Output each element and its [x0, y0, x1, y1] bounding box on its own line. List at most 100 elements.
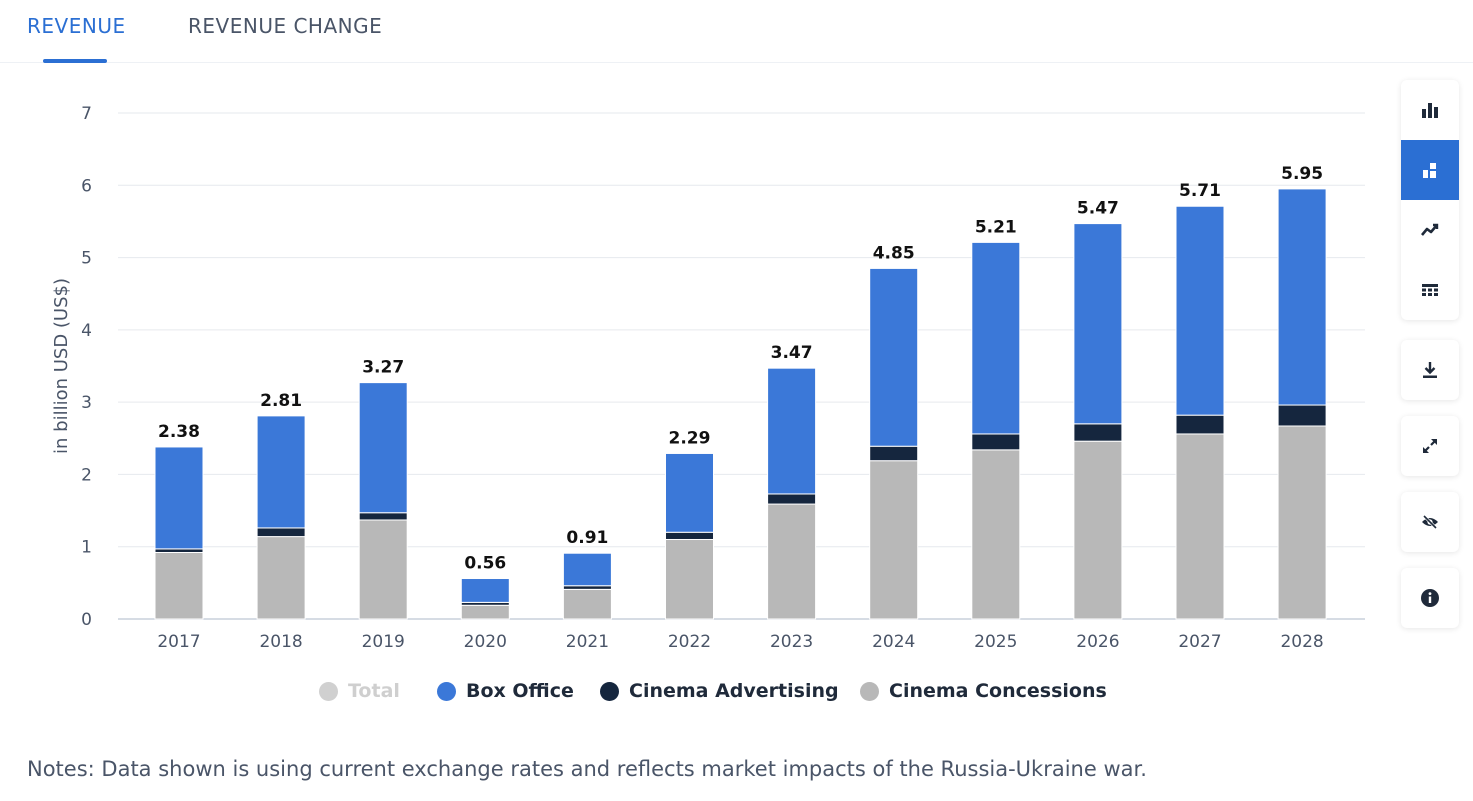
bar-cinema-concessions [154, 551, 204, 620]
bar-cinema-concessions [358, 519, 408, 620]
legend-dot [437, 681, 456, 701]
stacked-bar-chart: 0 1 2 3 4 5 6 7 in billion USD (US$) 2.38 2017 2.81… [51, 104, 1365, 652]
info-group [1401, 568, 1459, 628]
bar-box-office [971, 241, 1021, 435]
info-button[interactable] [1401, 568, 1459, 628]
x-tick-label: 2022 [668, 632, 711, 652]
table-view-button[interactable] [1401, 260, 1459, 320]
y-tick-label: 5 [81, 249, 92, 269]
fullscreen-icon [1423, 439, 1437, 453]
bar-box-office [767, 367, 817, 495]
download-icon [1423, 362, 1437, 378]
total-data-label: 2.29 [669, 428, 711, 448]
download-button[interactable] [1401, 340, 1459, 400]
bar-box-office [562, 552, 612, 587]
total-data-label: 0.56 [464, 554, 506, 574]
bar-chart-button[interactable] [1401, 80, 1459, 140]
legend-label: Cinema Concessions [889, 680, 1107, 702]
bar-cinema-concessions [460, 604, 510, 620]
bar-cinema-concessions [869, 460, 919, 620]
stacked-bar-icon [1423, 163, 1436, 178]
x-tick-label: 2023 [770, 632, 813, 652]
x-tick-label: 2026 [1076, 632, 1119, 652]
bar-cinema-concessions [1277, 425, 1327, 620]
bar-cinema-advertising [256, 527, 306, 538]
legend-item-total[interactable]: Total [319, 680, 400, 702]
x-tick-label: 2027 [1178, 632, 1221, 652]
tab-revenue-change[interactable]: REVENUE CHANGE [188, 14, 383, 38]
bar-cinema-concessions [562, 588, 612, 620]
bar-box-office [358, 382, 408, 514]
y-tick-label: 6 [81, 176, 92, 196]
legend-dot [319, 681, 338, 701]
bar-cinema-advertising [665, 531, 714, 540]
y-tick-label: 2 [81, 465, 92, 485]
line-chart-button[interactable] [1401, 200, 1459, 260]
bar-cinema-concessions [767, 503, 817, 620]
bar-chart-icon [1422, 103, 1438, 118]
legend-item-cinema-concessions[interactable]: Cinema Concessions [860, 680, 1107, 702]
bar-cinema-advertising [1073, 423, 1123, 442]
total-data-label: 2.81 [260, 391, 302, 411]
bar-cinema-advertising [358, 512, 408, 521]
legend-item-box-office[interactable]: Box Office [437, 680, 574, 702]
total-data-label: 5.21 [975, 217, 1017, 237]
x-tick-label: 2018 [259, 632, 302, 652]
bar-cinema-concessions [1073, 440, 1123, 620]
bar-cinema-advertising [154, 548, 204, 553]
fullscreen-button[interactable] [1401, 416, 1459, 476]
bar-box-office [1073, 223, 1123, 425]
total-data-label: 4.85 [873, 243, 915, 263]
bar-box-office [665, 452, 714, 533]
line-chart-icon [1421, 223, 1439, 236]
y-tick-label: 0 [81, 610, 92, 630]
tab-revenue[interactable]: REVENUE [27, 14, 126, 38]
bar-box-office [1175, 205, 1225, 416]
legend-label: Cinema Advertising [629, 680, 839, 702]
legend-dot [860, 681, 879, 701]
x-tick-label: 2024 [872, 632, 915, 652]
bar-cinema-concessions [665, 538, 714, 620]
bar-box-office [460, 578, 510, 603]
total-data-label: 5.95 [1281, 164, 1323, 184]
bar-box-office [1277, 188, 1327, 406]
download-group [1401, 340, 1459, 400]
x-tick-label: 2020 [464, 632, 507, 652]
bar-cinema-concessions [971, 449, 1021, 620]
bar-box-office [256, 415, 306, 529]
bar-cinema-advertising [869, 445, 919, 462]
bar-cinema-concessions [1175, 433, 1225, 620]
hide-group [1401, 492, 1459, 552]
total-data-label: 0.91 [566, 528, 608, 548]
chart-type-toolbar [1401, 80, 1459, 320]
info-icon [1421, 589, 1439, 607]
y-tick-label: 4 [81, 321, 92, 341]
y-axis-title: in billion USD (US$) [51, 278, 72, 454]
y-tick-label: 3 [81, 393, 92, 413]
bar-cinema-concessions [256, 536, 306, 620]
legend-item-cinema-advertising[interactable]: Cinema Advertising [600, 680, 839, 702]
legend-dot [600, 681, 619, 701]
bar-cinema-advertising [1277, 404, 1327, 427]
active-tab-indicator [43, 59, 107, 63]
total-data-label: 3.27 [362, 358, 404, 378]
legend-label: Box Office [466, 680, 574, 702]
y-tick-label: 1 [81, 538, 92, 558]
bar-cinema-advertising [1175, 414, 1225, 435]
total-data-label: 2.38 [158, 422, 200, 442]
table-icon [1422, 284, 1438, 296]
tab-bar: REVENUE REVENUE CHANGE [0, 0, 1473, 63]
hide-button[interactable] [1401, 492, 1459, 552]
stacked-bar-button[interactable] [1401, 140, 1459, 200]
total-data-label: 5.47 [1077, 199, 1119, 219]
legend-label: Total [348, 680, 400, 702]
bar-cinema-advertising [562, 585, 612, 590]
x-tick-label: 2019 [362, 632, 405, 652]
fullscreen-group [1401, 416, 1459, 476]
total-data-label: 3.47 [771, 343, 813, 363]
x-tick-label: 2025 [974, 632, 1017, 652]
total-data-label: 5.71 [1179, 181, 1221, 201]
x-tick-label: 2028 [1280, 632, 1323, 652]
chart-legend: Total Box Office Cinema Advertising Cine… [0, 680, 1473, 706]
bar-cinema-advertising [971, 433, 1021, 451]
